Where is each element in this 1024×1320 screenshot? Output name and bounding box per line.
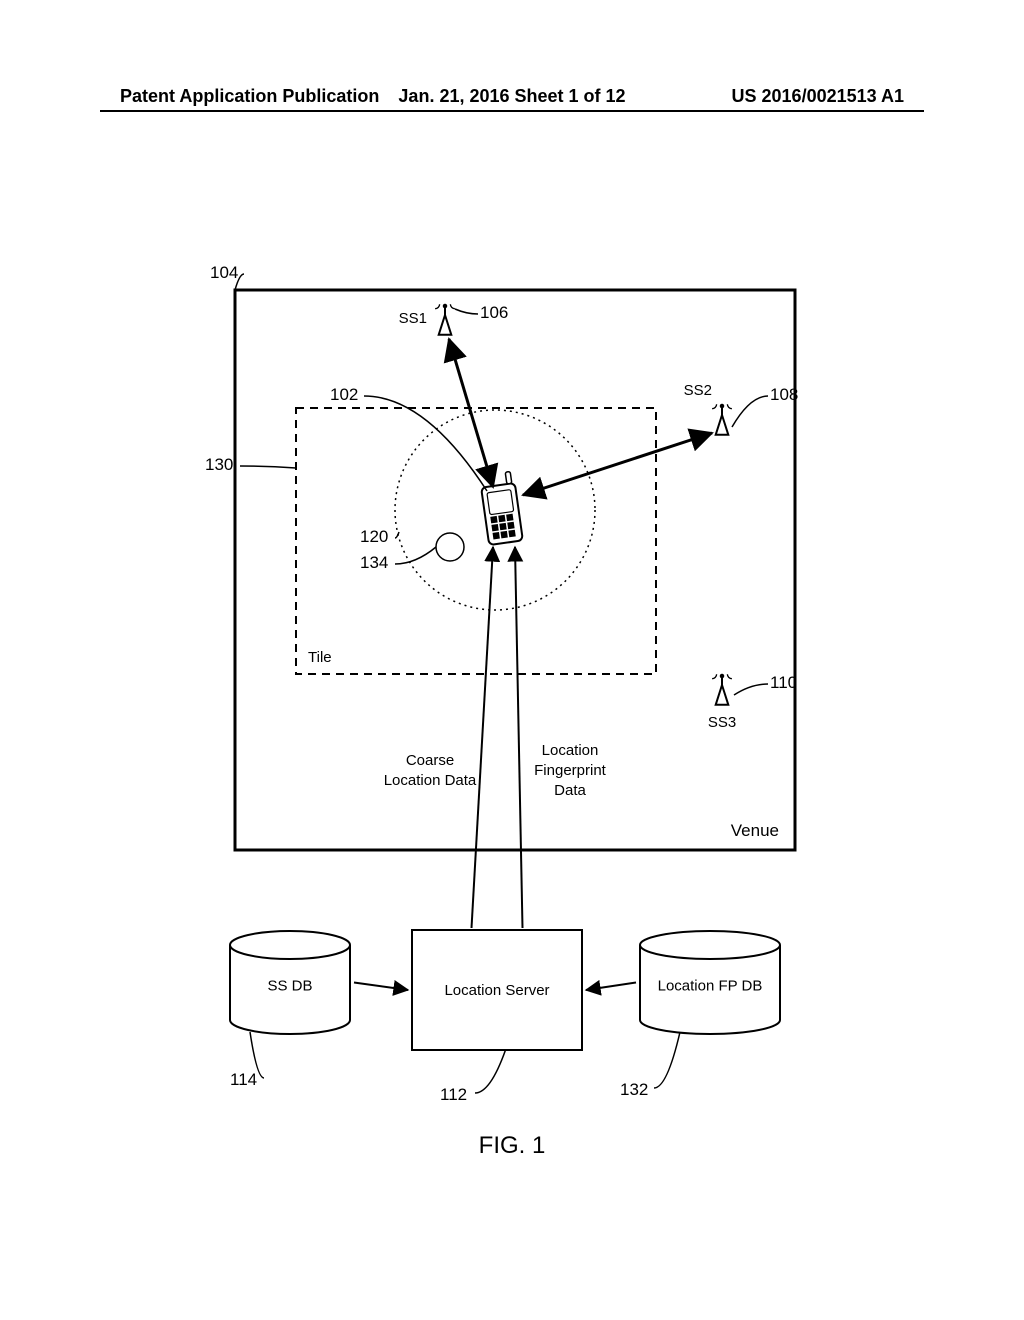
svg-text:132: 132 bbox=[620, 1080, 648, 1099]
svg-text:Location Data: Location Data bbox=[384, 772, 477, 789]
svg-text:Fingerprint: Fingerprint bbox=[534, 762, 607, 779]
header-rule bbox=[100, 110, 924, 112]
figure-label: FIG. 1 bbox=[0, 1132, 1024, 1160]
svg-text:106: 106 bbox=[480, 303, 508, 322]
svg-text:112: 112 bbox=[440, 1085, 467, 1104]
svg-text:Tile: Tile bbox=[308, 649, 332, 666]
header-mid: Jan. 21, 2016 Sheet 1 of 12 bbox=[381, 86, 642, 107]
header-right: US 2016/0021513 A1 bbox=[643, 86, 904, 107]
svg-text:110: 110 bbox=[770, 673, 797, 692]
svg-text:134: 134 bbox=[360, 553, 388, 572]
svg-text:SS1: SS1 bbox=[399, 310, 427, 327]
svg-text:102: 102 bbox=[330, 385, 358, 404]
patent-header: Patent Application Publication Jan. 21, … bbox=[0, 86, 1024, 107]
page: Patent Application Publication Jan. 21, … bbox=[0, 0, 1024, 1320]
svg-text:Location: Location bbox=[542, 742, 599, 759]
svg-text:Data: Data bbox=[554, 782, 586, 799]
figure-svg: Venue Tile SS1 SS2 SS3 Location Server SS DB Lo… bbox=[0, 140, 1024, 1240]
figure-1: Venue Tile SS1 SS2 SS3 Location Server SS DB Lo… bbox=[0, 140, 1024, 1240]
header-left: Patent Application Publication bbox=[120, 86, 381, 107]
svg-text:104: 104 bbox=[210, 263, 238, 282]
svg-text:Location Server: Location Server bbox=[444, 982, 549, 999]
svg-text:SS DB: SS DB bbox=[267, 978, 312, 995]
svg-text:114: 114 bbox=[230, 1070, 257, 1089]
svg-text:Venue: Venue bbox=[731, 821, 779, 840]
svg-text:SS2: SS2 bbox=[684, 382, 712, 399]
svg-text:108: 108 bbox=[770, 385, 798, 404]
svg-text:130: 130 bbox=[205, 455, 233, 474]
svg-text:Coarse: Coarse bbox=[406, 752, 454, 769]
svg-text:SS3: SS3 bbox=[708, 714, 736, 731]
svg-text:120: 120 bbox=[360, 527, 388, 546]
svg-text:Location FP DB: Location FP DB bbox=[658, 978, 763, 995]
